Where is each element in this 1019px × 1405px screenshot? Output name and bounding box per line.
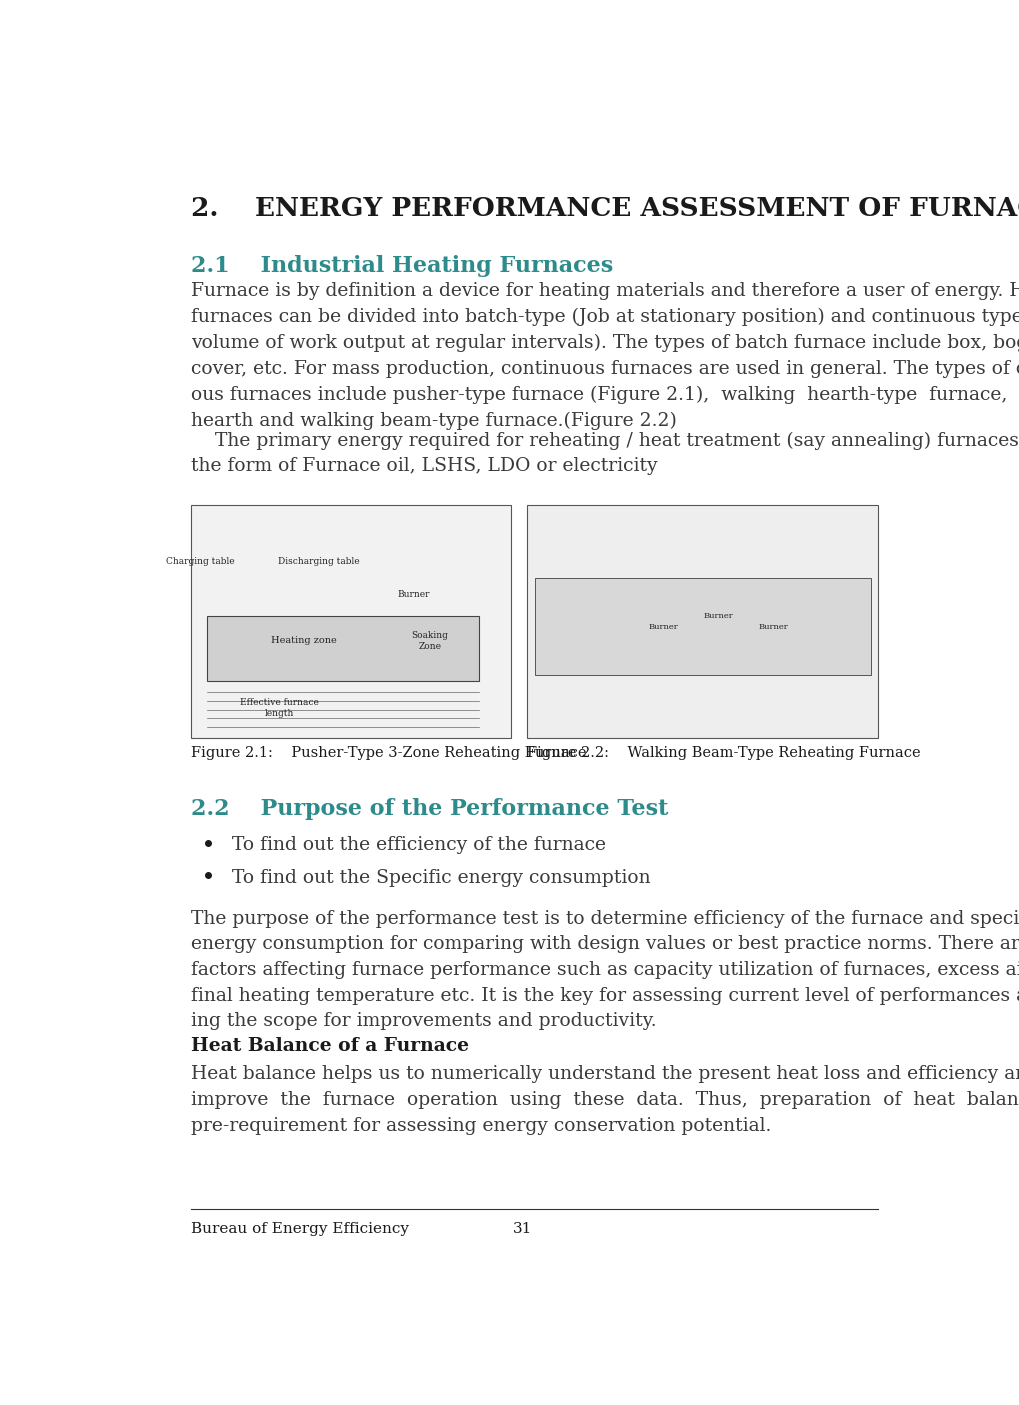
Text: Figure 2.1:    Pusher-Type 3-Zone Reheating Furnace: Figure 2.1: Pusher-Type 3-Zone Reheating… bbox=[191, 746, 586, 760]
Text: To find out the efficiency of the furnace: To find out the efficiency of the furnac… bbox=[231, 836, 605, 854]
Text: Bureau of Energy Efficiency: Bureau of Energy Efficiency bbox=[191, 1222, 409, 1236]
Text: The primary energy required for reheating / heat treatment (say annealing) furna: The primary energy required for reheatin… bbox=[191, 431, 1019, 475]
Text: Burner: Burner bbox=[758, 622, 788, 631]
Text: Discharging table: Discharging table bbox=[278, 558, 360, 566]
Text: Heating zone: Heating zone bbox=[270, 636, 336, 645]
FancyBboxPatch shape bbox=[191, 504, 511, 738]
Text: 2.1    Industrial Heating Furnaces: 2.1 Industrial Heating Furnaces bbox=[191, 256, 612, 277]
FancyBboxPatch shape bbox=[526, 504, 877, 738]
Text: Burner: Burner bbox=[647, 622, 678, 631]
Text: Furnace is by definition a device for heating materials and therefore a user of : Furnace is by definition a device for he… bbox=[191, 282, 1019, 430]
Text: Burner: Burner bbox=[397, 590, 430, 599]
Text: Heat balance helps us to numerically understand the present heat loss and effici: Heat balance helps us to numerically und… bbox=[191, 1065, 1019, 1135]
Polygon shape bbox=[534, 577, 870, 676]
Text: Effective furnace
length: Effective furnace length bbox=[240, 698, 319, 718]
Text: Charging table: Charging table bbox=[166, 558, 234, 566]
Text: The purpose of the performance test is to determine efficiency of the furnace an: The purpose of the performance test is t… bbox=[191, 909, 1019, 1030]
Text: Heat Balance of a Furnace: Heat Balance of a Furnace bbox=[191, 1037, 469, 1055]
Text: Figure 2.2:    Walking Beam-Type Reheating Furnace: Figure 2.2: Walking Beam-Type Reheating … bbox=[526, 746, 919, 760]
Text: Burner: Burner bbox=[703, 613, 733, 620]
Text: Soaking
Zone: Soaking Zone bbox=[411, 631, 448, 651]
Text: 2.2    Purpose of the Performance Test: 2.2 Purpose of the Performance Test bbox=[191, 798, 667, 821]
Text: 31: 31 bbox=[513, 1222, 532, 1236]
Text: To find out the Specific energy consumption: To find out the Specific energy consumpt… bbox=[231, 868, 650, 887]
Text: 2.    ENERGY PERFORMANCE ASSESSMENT OF FURNACES: 2. ENERGY PERFORMANCE ASSESSMENT OF FURN… bbox=[191, 195, 1019, 221]
Polygon shape bbox=[206, 615, 479, 681]
